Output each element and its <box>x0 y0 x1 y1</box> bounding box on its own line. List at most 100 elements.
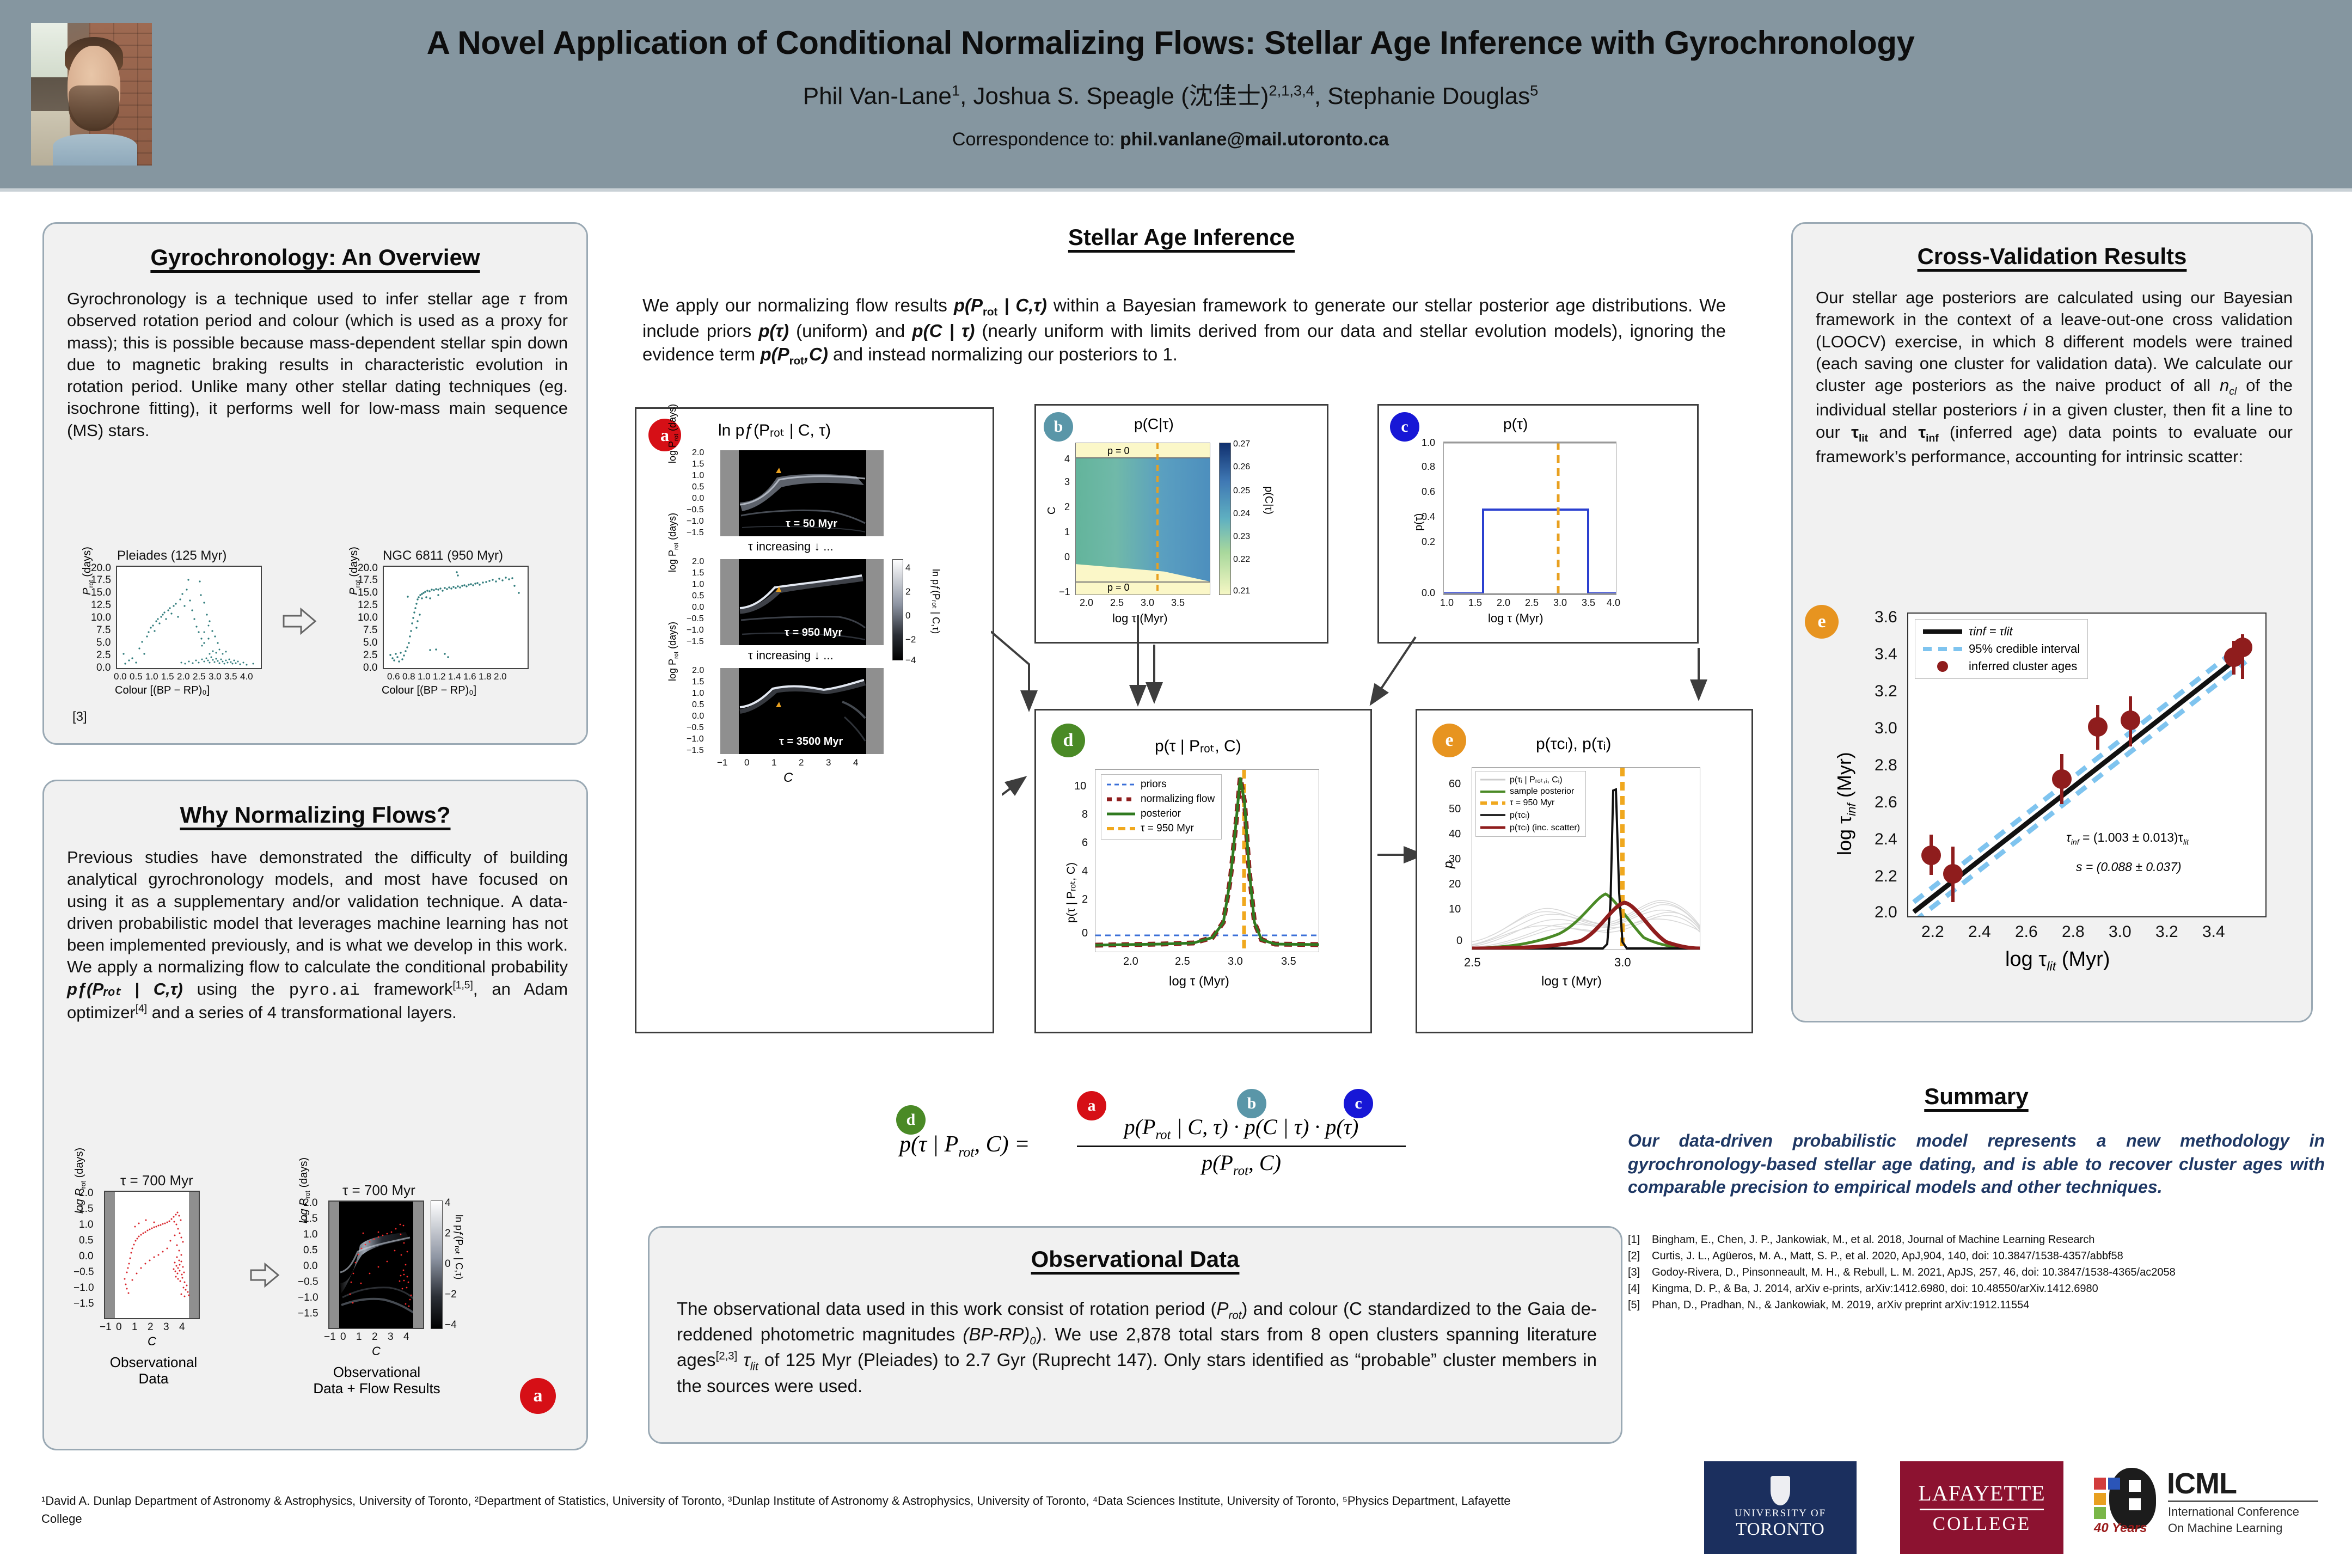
section-gyrochronology: Gyrochronology: An Overview Gyrochronolo… <box>42 222 588 745</box>
panel-b-prior-c-given-tau: b p(C|τ) C p = 0 p = 0 4 3 2 1 0 −1 2.0 … <box>1034 404 1328 644</box>
obsdata-body: The observational data used in this work… <box>677 1298 1597 1396</box>
obs-flow-caption-2: Data + Flow Results <box>313 1380 440 1396</box>
summary-section-title: Summary <box>1924 1083 2029 1109</box>
section-observational-data: Observational Data The observational dat… <box>648 1226 1622 1444</box>
cv-section-title: Cross-Validation Results <box>1917 243 2187 269</box>
obs-data-chart: τ = 700 Myr log Prot (days) <box>66 1148 246 1390</box>
obs-data-xlabel: C <box>148 1334 156 1348</box>
badge-c-eq: c <box>1344 1089 1373 1118</box>
cv-annotation-1: τinf = (1.003 ± 0.013)τlit <box>2066 830 2189 847</box>
uoft-crest-icon <box>1770 1475 1790 1505</box>
obs-flow-chart-title: τ = 700 Myr <box>342 1182 415 1198</box>
panel-a-title: ln pƒ(Pᵣₒₜ | C, τ) <box>718 421 831 439</box>
references-list: [1] Bingham, E., Chen, J. P., Jankowiak,… <box>1628 1233 2325 1313</box>
obs-flow-colorbar <box>431 1200 443 1329</box>
pleiades-xlabel: Colour [(BP − RP)₀] <box>115 684 210 696</box>
obs-flow-caption-1: Observational <box>333 1364 421 1380</box>
panel-a-ylabel-2: log Prot (days) <box>667 512 680 572</box>
panel-c-plot-area <box>1443 442 1616 595</box>
badge-e-center: e <box>1432 724 1466 757</box>
why-body-part1: Previous studies have demonstrated the d… <box>67 848 568 977</box>
cv-plot-svg <box>1912 634 2252 916</box>
gyro-tau-symbol: τ <box>518 289 525 308</box>
reference-item: [5] Phan, D., Pradhan, N., & Jankowiak, … <box>1628 1299 2030 1312</box>
panel-c-title: p(τ) <box>1503 415 1528 432</box>
bayes-equation: d a b c p(τ | Prot, C) = p(Prot | C, τ) … <box>877 1089 1475 1198</box>
gyro-body-part2: from observed rotation period and colour… <box>67 289 568 440</box>
panel-a-subplot-2: log Prot (days) τ = 950 Myr 2.0 1.5 1.0 … <box>663 513 967 660</box>
obs-data-points <box>124 1211 190 1297</box>
gyro-body-part1: Gyrochronology is a technique used to in… <box>67 289 519 308</box>
author-3-affil: 5 <box>1530 82 1539 99</box>
panel-b-cbar-label: p(C|τ) <box>1263 486 1275 514</box>
obs-data-plot-area <box>104 1191 200 1319</box>
cv-xlabel: log τlit (Myr) <box>2005 948 2110 973</box>
panel-c-prior-tau: c p(τ) p(τ) 1.0 0.8 0.6 0.4 0.2 0.0 1.0 … <box>1377 404 1699 644</box>
why-body: Previous studies have demonstrated the d… <box>67 847 568 1024</box>
panel-e-cluster-posterior: e p(τᴄₗ), p(τᵢ) p p(τᵢ | Pᵣₒₜ,ᵢ, Cᵢ) <box>1416 709 1753 1033</box>
badge-c: c <box>1390 412 1419 442</box>
pleiades-chart-title: Pleiades (125 Myr) <box>117 548 227 563</box>
author-3: , Stephanie Douglas <box>1314 83 1530 109</box>
equation-denominator: p(Prot, C) <box>1202 1150 1281 1178</box>
badge-b: b <box>1044 412 1073 442</box>
obs-flow-chart: τ = 700 Myr log Prot (days) <box>298 1157 464 1396</box>
panel-e-title: p(τᴄₗ), p(τᵢ) <box>1536 735 1612 753</box>
badge-a-why: a <box>520 1378 556 1414</box>
badge-d: d <box>1051 724 1085 757</box>
obsdata-section-title: Observational Data <box>1031 1246 1240 1272</box>
panel-a-between-1: τ increasing ↓ ... <box>748 540 834 553</box>
pyro-framework-name: pyro.ai <box>289 981 360 1000</box>
panel-b-annotation-top: p = 0 <box>1107 445 1130 456</box>
panel-b-annotation-bottom: p = 0 <box>1107 582 1130 593</box>
why-body-part2: using the <box>182 979 289 999</box>
panel-a-subplot-3: log Prot (days) τ = 3500 Myr 2.0 1.5 1.0… <box>663 622 967 785</box>
panel-a-image-1: τ = 50 Myr <box>720 450 884 536</box>
reference-item: [3] Godoy-Rivera, D., Pinsonneault, M. H… <box>1628 1266 2176 1279</box>
panel-a-tau-1: τ = 50 Myr <box>786 518 838 530</box>
cv-body: Our stellar age posteriors are calculate… <box>1816 288 2293 466</box>
cv-plot: log τinf (Myr) <box>1826 599 2305 1002</box>
footer-affiliations: ¹David A. Dunlap Department of Astronomy… <box>41 1494 1511 1526</box>
panel-b-title: p(C|τ) <box>1134 415 1174 432</box>
obs-data-chart-title: τ = 700 Myr <box>120 1172 193 1189</box>
ngc6811-chart-title: NGC 6811 (950 Myr) <box>383 548 503 563</box>
author-photo <box>31 23 152 166</box>
panel-a-image-2: τ = 950 Myr <box>720 559 884 645</box>
panel-a-cbar-label: ln pƒ(Pᵣₒₜ | C,τ) <box>930 569 941 634</box>
author-list: Phil Van-Lane1, Joshua S. Speagle (沈佳士)2… <box>163 76 2178 111</box>
why-body-part5: and a series of 4 transformational layer… <box>147 1003 457 1022</box>
author-1-affil: 1 <box>951 82 960 99</box>
panel-e-xlabel: log τ (Myr) <box>1541 974 1602 989</box>
panel-a-colorbar <box>892 559 903 660</box>
panel-c-xlabel: log τ (Myr) <box>1488 611 1543 625</box>
badge-a: a <box>648 419 681 451</box>
summary-text: Our data-driven probabilistic model repr… <box>1628 1131 2325 1197</box>
correspondence-label: Correspondence to: <box>952 129 1120 150</box>
panel-b-xlabel: log τ (Myr) <box>1112 611 1168 625</box>
panel-a-image-3: τ = 3500 Myr <box>720 668 884 754</box>
badge-a-eq: a <box>1077 1091 1106 1120</box>
center-section-title: Stellar Age Inference <box>1068 224 1295 250</box>
reference-item: [4] Kingma, D. P., & Ba, J. 2014, arXiv … <box>1628 1283 2098 1295</box>
section-summary: Summary Our data-driven probabilistic mo… <box>1628 1083 2325 1315</box>
panel-a-tau-2: τ = 950 Myr <box>785 627 843 639</box>
panel-d-title: p(τ | Pᵣₒₜ, C) <box>1155 737 1241 755</box>
obs-flow-cbar-label: ln pƒ(Pᵣₒₜ | C,τ) <box>454 1215 464 1280</box>
why-section-title: Why Normalizing Flows? <box>180 802 451 828</box>
cv-ylabel: log τinf (Myr) <box>1833 752 1859 855</box>
panel-a-subplot-1: log Prot (days) τ = 50 Myr 2.0 1.5 1.0 0… <box>663 404 967 552</box>
center-intro-text: We apply our normalizing flow results p(… <box>642 295 1726 367</box>
obs-flow-points <box>349 1223 412 1307</box>
reference-item: [1] Bingham, E., Chen, J. P., Jankowiak,… <box>1628 1233 2095 1246</box>
transition-arrow-2-icon <box>250 1262 280 1288</box>
why-body-part3: framework <box>359 979 453 999</box>
pleiades-plot-area <box>116 566 262 669</box>
ngc6811-xlabel: Colour [(BP − RP)₀] <box>382 684 477 696</box>
cv-annotation-2: s = (0.088 ± 0.037) <box>2076 860 2182 874</box>
panel-b-plot-area: p = 0 p = 0 <box>1075 443 1210 595</box>
why-flow-formula: pƒ(Pᵣₒₜ | C,τ) <box>67 979 183 999</box>
correspondence-email[interactable]: phil.vanlane@mail.utoronto.ca <box>1119 129 1389 150</box>
panel-d-posterior: d p(τ | Pᵣₒₜ, C) p(τ | Pᵣₒₜ, C) priors n… <box>1034 709 1372 1033</box>
author-2-affil: 2,1,3,4 <box>1269 82 1314 99</box>
